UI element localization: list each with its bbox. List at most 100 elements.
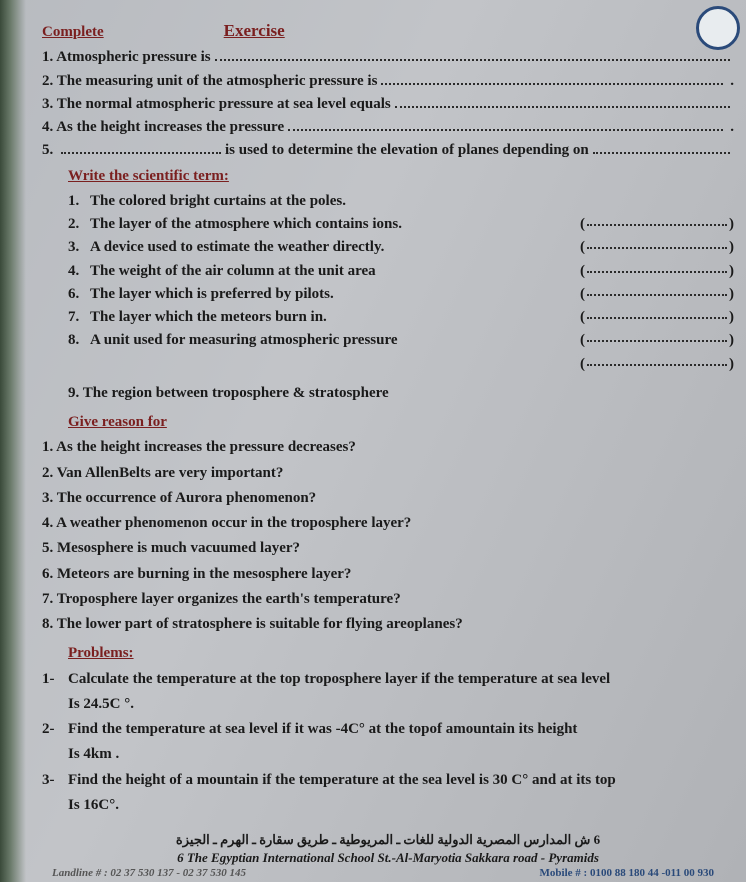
item-text: Is 24.5C °. <box>68 693 734 716</box>
problem-item: 1- Calculate the temperature at the top … <box>42 668 734 691</box>
answer-blank: () <box>580 329 734 352</box>
problem-item: 3- Find the height of a mountain if the … <box>42 769 734 792</box>
item-text: Is 16C°. <box>68 794 734 817</box>
reason-item: 2. Van AllenBelts are very important? <box>42 462 734 485</box>
item-text: Find the height of a mountain if the tem… <box>68 769 734 792</box>
page-footer: 6 ش المدارس المصرية الدولية للغات ـ المر… <box>42 831 734 882</box>
answer-blank: () <box>580 353 734 376</box>
sci-item: 1. The colored bright curtains at the po… <box>68 190 734 213</box>
fill-blank <box>288 123 722 131</box>
item-text: Is 4km . <box>68 743 734 766</box>
sci-item: 7. The layer which the meteors burn in. … <box>68 306 734 329</box>
item-number: 2- <box>42 718 68 741</box>
item-number: 9. <box>68 382 79 405</box>
fill-blank <box>215 53 730 61</box>
reason-item: 8. The lower part of stratosphere is sui… <box>42 613 734 636</box>
item-text: The layer of the atmosphere which contai… <box>90 213 402 236</box>
item-text: 6. Meteors are burning in the mesosphere… <box>42 563 351 586</box>
problem-item-cont: Is 24.5C °. <box>42 693 734 716</box>
item-text: 8. The lower part of stratosphere is sui… <box>42 613 463 636</box>
item-text: A device used to estimate the weather di… <box>90 236 384 259</box>
item-text: A unit used for measuring atmospheric pr… <box>90 329 398 352</box>
item-text: The region between troposphere & stratos… <box>79 382 388 405</box>
footer-mobile: Mobile # : 0100 88 180 44 -011 00 930012… <box>540 866 724 882</box>
reason-item: 4. A weather phenomenon occur in the tro… <box>42 512 734 535</box>
item-text: 1. As the height increases the pressure … <box>42 436 356 459</box>
give-reason-section: 1. As the height increases the pressure … <box>42 436 734 636</box>
item-text: is used to determine the elevation of pl… <box>225 139 589 162</box>
reason-item: 1. As the height increases the pressure … <box>42 436 734 459</box>
complete-item: 3. The normal atmospheric pressure at se… <box>42 93 734 116</box>
item-number: 1. <box>68 190 90 213</box>
item-number: 3. <box>42 93 53 116</box>
item-number: 4. <box>68 260 90 283</box>
item-number: 3- <box>42 769 68 792</box>
fill-blank <box>61 146 221 154</box>
fill-blank <box>593 146 730 154</box>
sci-item: 8. A unit used for measuring atmospheric… <box>68 329 734 352</box>
item-text: The weight of the air column at the unit… <box>90 260 376 283</box>
item-number: 3. <box>68 236 90 259</box>
item-number: 8. <box>68 329 90 352</box>
complete-item: 1. Atmospheric pressure is <box>42 46 734 69</box>
item-text: 3. The occurrence of Aurora phenomenon? <box>42 487 316 510</box>
item-number: 2. <box>42 70 53 93</box>
item-pre <box>53 139 57 162</box>
problem-item-cont: Is 4km . <box>42 743 734 766</box>
item-number: 6. <box>68 283 90 306</box>
item-text: The normal atmospheric pressure at sea l… <box>53 93 391 116</box>
answer-blank: () <box>580 306 734 329</box>
item-number: 2. <box>68 213 90 236</box>
page-left-shadow <box>0 0 26 882</box>
problems-heading: Problems: <box>68 645 134 661</box>
give-reason-heading: Give reason for <box>68 414 167 430</box>
problem-item: 2- Find the temperature at sea level if … <box>42 718 734 741</box>
answer-blank: () <box>580 236 734 259</box>
item-trail: . <box>727 116 735 139</box>
give-reason-heading-row: Give reason for <box>42 411 734 434</box>
item-text: 7. Troposphere layer organizes the earth… <box>42 588 401 611</box>
answer-blank: () <box>580 213 734 236</box>
footer-address-arabic: 6 ش المدارس المصرية الدولية للغات ـ المر… <box>42 831 734 849</box>
item-number: 1. <box>42 46 53 69</box>
problem-item-cont: Is 16C°. <box>42 794 734 817</box>
item-number: 4. <box>42 116 53 139</box>
sci-item: 4. The weight of the air column at the u… <box>68 260 734 283</box>
scientific-term-heading: Write the scientific term: <box>68 168 229 184</box>
reason-item: 5. Mesosphere is much vacuumed layer? <box>42 537 734 560</box>
problems-heading-row: Problems: <box>42 642 734 665</box>
item-trail: . <box>727 70 735 93</box>
item-text: The colored bright curtains at the poles… <box>90 190 346 213</box>
complete-heading: Complete <box>42 21 104 44</box>
item-text: 4. A weather phenomenon occur in the tro… <box>42 512 411 535</box>
sci-extra-blank: () <box>68 353 734 376</box>
item-text: The layer which is preferred by pilots. <box>90 283 334 306</box>
reason-item: 6. Meteors are burning in the mesosphere… <box>42 563 734 586</box>
sci-item: 3. A device used to estimate the weather… <box>68 236 734 259</box>
title-row: Complete Exercise <box>42 18 734 44</box>
scientific-term-heading-row: Write the scientific term: <box>42 165 734 188</box>
item-text: The measuring unit of the atmospheric pr… <box>53 70 377 93</box>
scientific-term-section: 1. The colored bright curtains at the po… <box>42 190 734 376</box>
footer-landline: Landline # : 02 37 530 137 - 02 37 530 1… <box>52 866 246 882</box>
sci-item: 9. The region between troposphere & stra… <box>42 382 734 405</box>
item-number: 1- <box>42 668 68 691</box>
item-text: 2. Van AllenBelts are very important? <box>42 462 283 485</box>
answer-blank: () <box>580 260 734 283</box>
item-text: The layer which the meteors burn in. <box>90 306 327 329</box>
item-text: Calculate the temperature at the top tro… <box>68 668 734 691</box>
complete-section: 1. Atmospheric pressure is 2. The measur… <box>42 46 734 162</box>
item-text: Atmospheric pressure is <box>53 46 210 69</box>
answer-blank: () <box>580 283 734 306</box>
complete-item: 5. is used to determine the elevation of… <box>42 139 734 162</box>
exercise-heading: Exercise <box>224 18 285 44</box>
worksheet-page: Complete Exercise 1. Atmospheric pressur… <box>42 18 734 882</box>
item-text: Find the temperature at sea level if it … <box>68 718 734 741</box>
sci-item: 6. The layer which is preferred by pilot… <box>68 283 734 306</box>
item-text: 5. Mesosphere is much vacuumed layer? <box>42 537 300 560</box>
fill-blank <box>395 100 730 108</box>
footer-address-english: 6 The Egyptian International School St.-… <box>42 849 734 867</box>
item-number: 5. <box>42 139 53 162</box>
complete-item: 2. The measuring unit of the atmospheric… <box>42 70 734 93</box>
complete-item: 4. As the height increases the pressure … <box>42 116 734 139</box>
